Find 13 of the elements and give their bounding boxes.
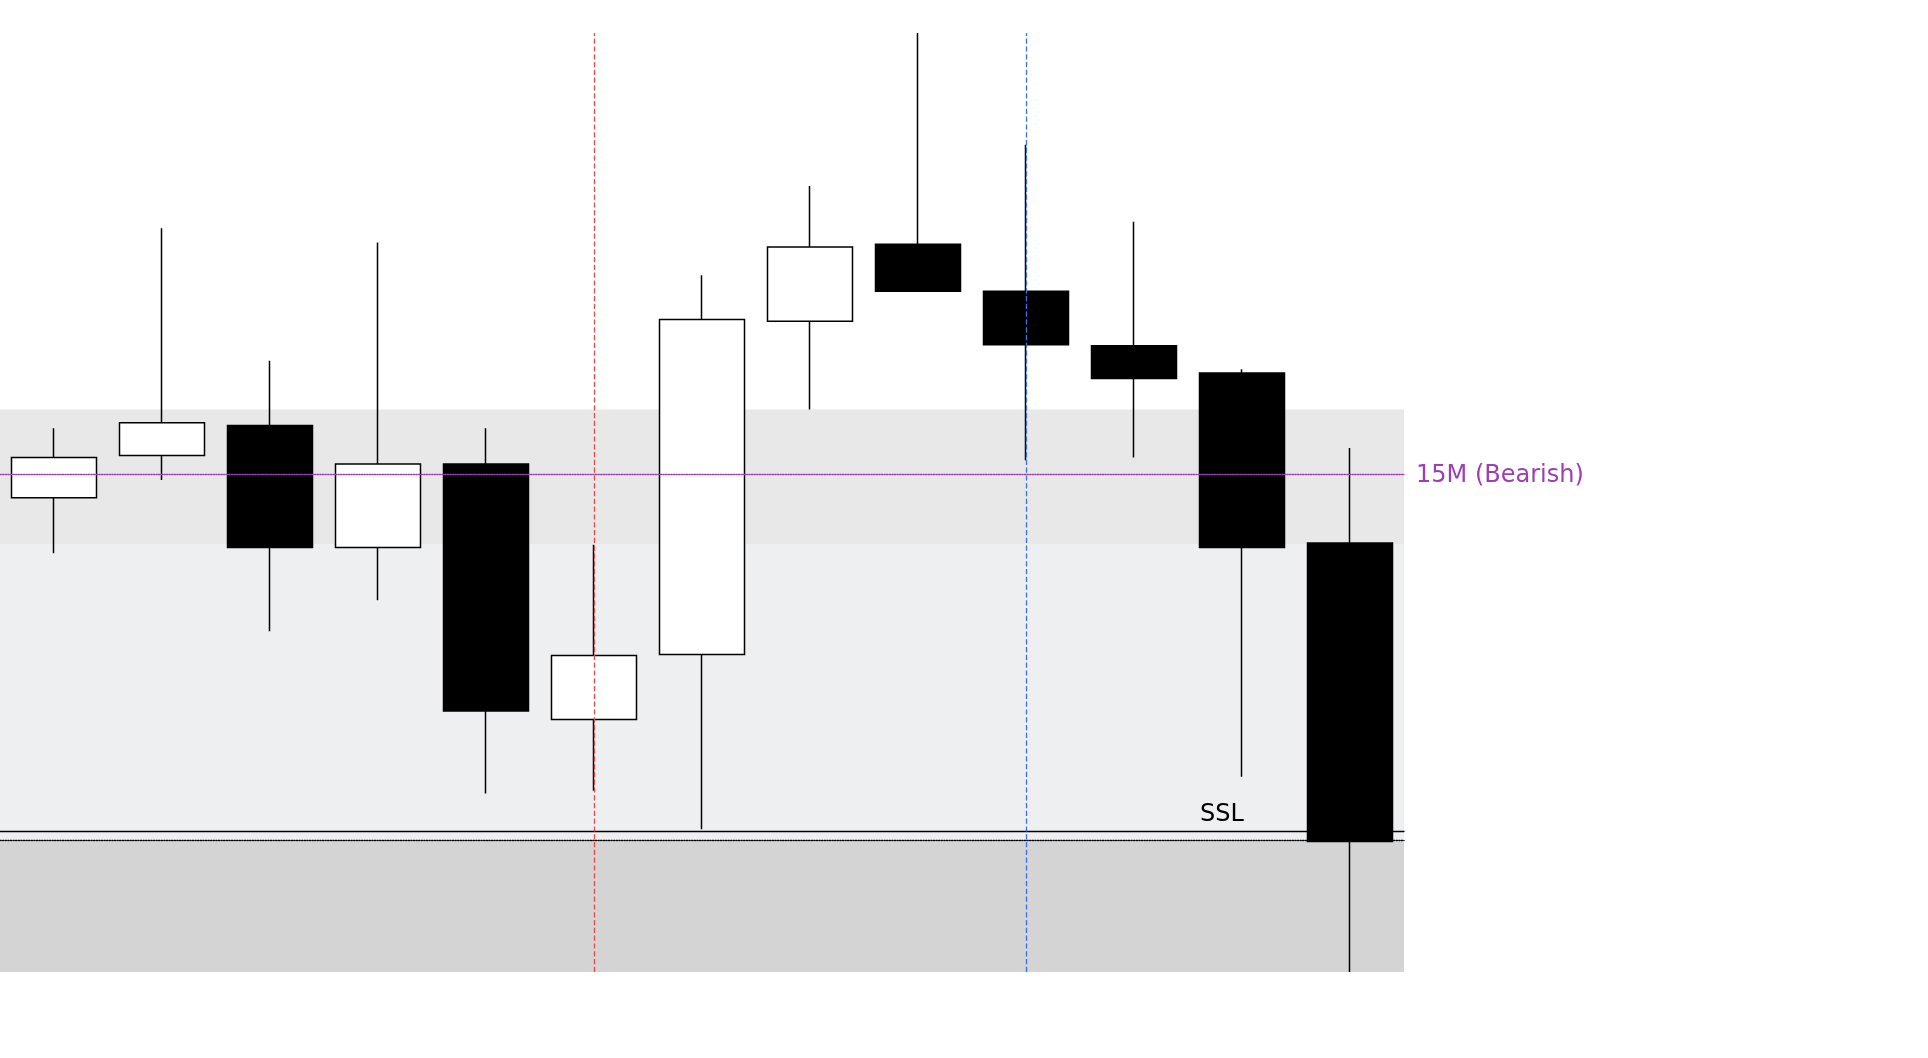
ref-line-label: 15M (Bearish) [1416, 460, 1584, 489]
candlestick [550, 544, 638, 792]
candlestick [766, 185, 854, 411]
candlestick [10, 427, 98, 554]
candlestick [226, 359, 314, 632]
candlestick [658, 274, 746, 831]
candlestick [118, 227, 206, 481]
candlestick [334, 241, 422, 601]
ref-line-label: SSL [1200, 799, 1245, 828]
candlestick [874, 32, 962, 292]
candlestick [442, 427, 530, 795]
candlestick [1090, 220, 1178, 459]
candlestick [1198, 368, 1286, 778]
